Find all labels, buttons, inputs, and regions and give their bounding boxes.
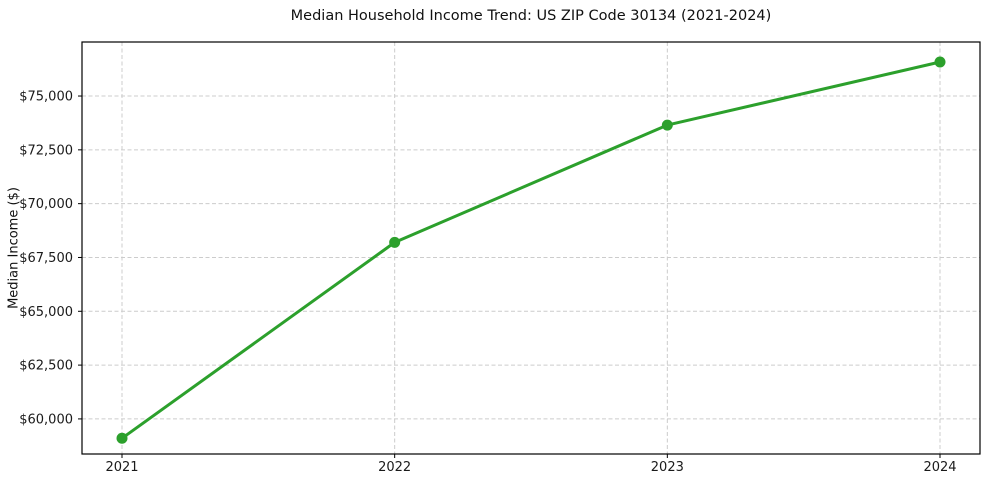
y-tick-label: $67,500 (19, 251, 73, 266)
data-point (661, 119, 673, 131)
y-tick-label: $65,000 (19, 305, 73, 320)
trend-line (120, 60, 942, 440)
y-tick-label: $75,000 (19, 90, 73, 105)
y-tick-label: $72,500 (19, 143, 73, 158)
x-tick-label: 2021 (105, 460, 138, 475)
y-tick-label: $60,000 (19, 412, 73, 427)
plot-border (81, 41, 981, 455)
y-tick-label: $70,000 (19, 197, 73, 212)
chart-title: Median Household Income Trend: US ZIP Co… (290, 8, 772, 24)
x-tick-label: 2022 (378, 460, 411, 475)
x-tick-label: 2024 (923, 460, 956, 475)
data-point (116, 432, 128, 444)
data-point (389, 236, 401, 248)
data-point (934, 56, 946, 68)
x-tick-label: 2023 (651, 460, 684, 475)
y-tick-label: $62,500 (19, 359, 73, 374)
